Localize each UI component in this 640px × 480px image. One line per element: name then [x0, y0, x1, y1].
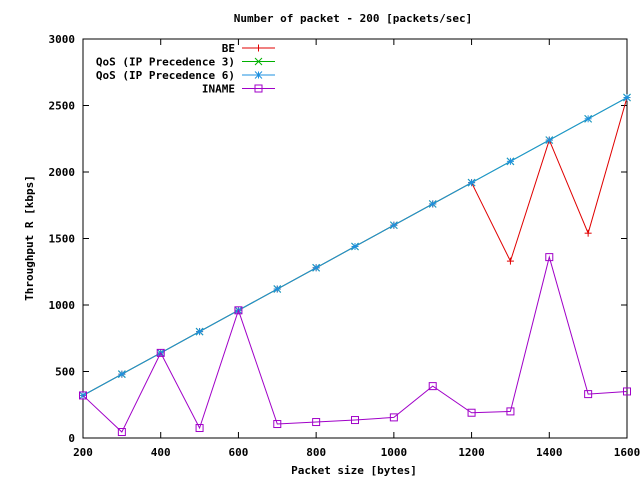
data-point [584, 114, 592, 123]
data-point-stroke [351, 416, 359, 425]
plot-frame [82, 38, 628, 439]
data-point-stroke [234, 306, 243, 315]
data-point [273, 285, 282, 293]
data-point-stroke [389, 413, 398, 422]
data-point-stroke [467, 408, 476, 417]
data-point [428, 382, 437, 391]
y-axis-label: Throughput R [kbps] [23, 175, 36, 301]
data-point-stroke [584, 390, 593, 399]
data-point-stroke [428, 200, 437, 208]
legend-marker [254, 57, 263, 66]
data-point [584, 229, 592, 237]
data-point [389, 413, 398, 422]
data-point-stroke [545, 136, 554, 144]
data-point [351, 242, 359, 251]
legend-label: BE [222, 42, 235, 55]
data-point [623, 93, 631, 102]
data-point [312, 418, 321, 427]
data-point [390, 221, 398, 230]
x-tick-label: 400 [151, 446, 171, 459]
data-point-stroke [506, 407, 515, 416]
data-point-stroke [351, 242, 359, 251]
data-point-stroke [273, 285, 282, 293]
y-tick-label: 3000 [49, 33, 76, 46]
data-point [545, 253, 554, 262]
data-point [118, 370, 126, 379]
data-point-stroke [195, 327, 204, 336]
chart-title: Number of packet - 200 [packets/sec] [234, 12, 472, 25]
data-point-stroke [467, 178, 476, 187]
data-point-stroke [312, 263, 320, 272]
x-tick-label: 800 [306, 446, 326, 459]
x-tick-label: 200 [73, 446, 93, 459]
data-point-stroke [312, 418, 321, 427]
legend-marker [255, 44, 262, 52]
data-point [351, 416, 359, 425]
data-point [467, 178, 476, 187]
y-tick-label: 500 [55, 366, 75, 379]
series-2 [79, 93, 631, 400]
data-point-stroke [118, 370, 126, 379]
legend-marker-stroke [254, 57, 263, 66]
y-tick-label: 1000 [49, 299, 76, 312]
data-point [584, 390, 593, 399]
x-tick-label: 1600 [614, 446, 640, 459]
series-3 [79, 253, 631, 437]
y-tick-label: 0 [68, 432, 75, 445]
legend-marker [254, 71, 263, 79]
data-point [506, 257, 514, 265]
data-point-stroke [156, 348, 165, 357]
data-point-stroke [506, 157, 515, 166]
legend-marker-stroke [254, 71, 263, 79]
x-axis-label: Packet size [bytes] [291, 464, 417, 477]
x-tick-label: 600 [228, 446, 248, 459]
data-point-stroke [584, 114, 592, 123]
data-point-stroke [623, 387, 631, 396]
data-point-stroke [117, 428, 126, 437]
legend-label: QoS (IP Precedence 6) [96, 69, 235, 82]
x-tick-label: 1200 [458, 446, 485, 459]
data-point-stroke [623, 93, 631, 102]
data-point [156, 348, 165, 357]
legend-label: QoS (IP Precedence 3) [96, 56, 235, 69]
plot-layer: 0 500 1000 1500 2000 2500 3000 200 400 600 800 1000… [49, 33, 640, 459]
data-point [273, 420, 282, 429]
data-point [117, 428, 126, 437]
data-point [195, 424, 204, 433]
data-point-stroke [195, 424, 204, 433]
y-tick-label: 1500 [49, 233, 76, 246]
data-point [467, 408, 476, 417]
data-point [506, 157, 515, 166]
legend-label: INAME [202, 83, 235, 96]
legend-marker [254, 84, 263, 93]
data-point-stroke [428, 382, 437, 391]
data-point-stroke [545, 253, 554, 262]
data-point [545, 136, 554, 144]
data-point [79, 391, 87, 400]
series-line [82, 255, 628, 433]
data-point [234, 306, 243, 315]
data-point [428, 200, 437, 208]
data-point-stroke [390, 221, 398, 230]
legend-marker-stroke [254, 84, 263, 93]
x-tick-label: 1000 [381, 446, 408, 459]
data-point-stroke [273, 420, 282, 429]
data-point [312, 263, 320, 272]
x-tick-label: 1400 [536, 446, 563, 459]
data-point [623, 387, 631, 396]
data-point-stroke [79, 391, 87, 400]
y-tick-label: 2500 [49, 100, 76, 113]
data-point [506, 407, 515, 416]
data-point [195, 327, 204, 336]
y-tick-label: 2000 [49, 166, 76, 179]
